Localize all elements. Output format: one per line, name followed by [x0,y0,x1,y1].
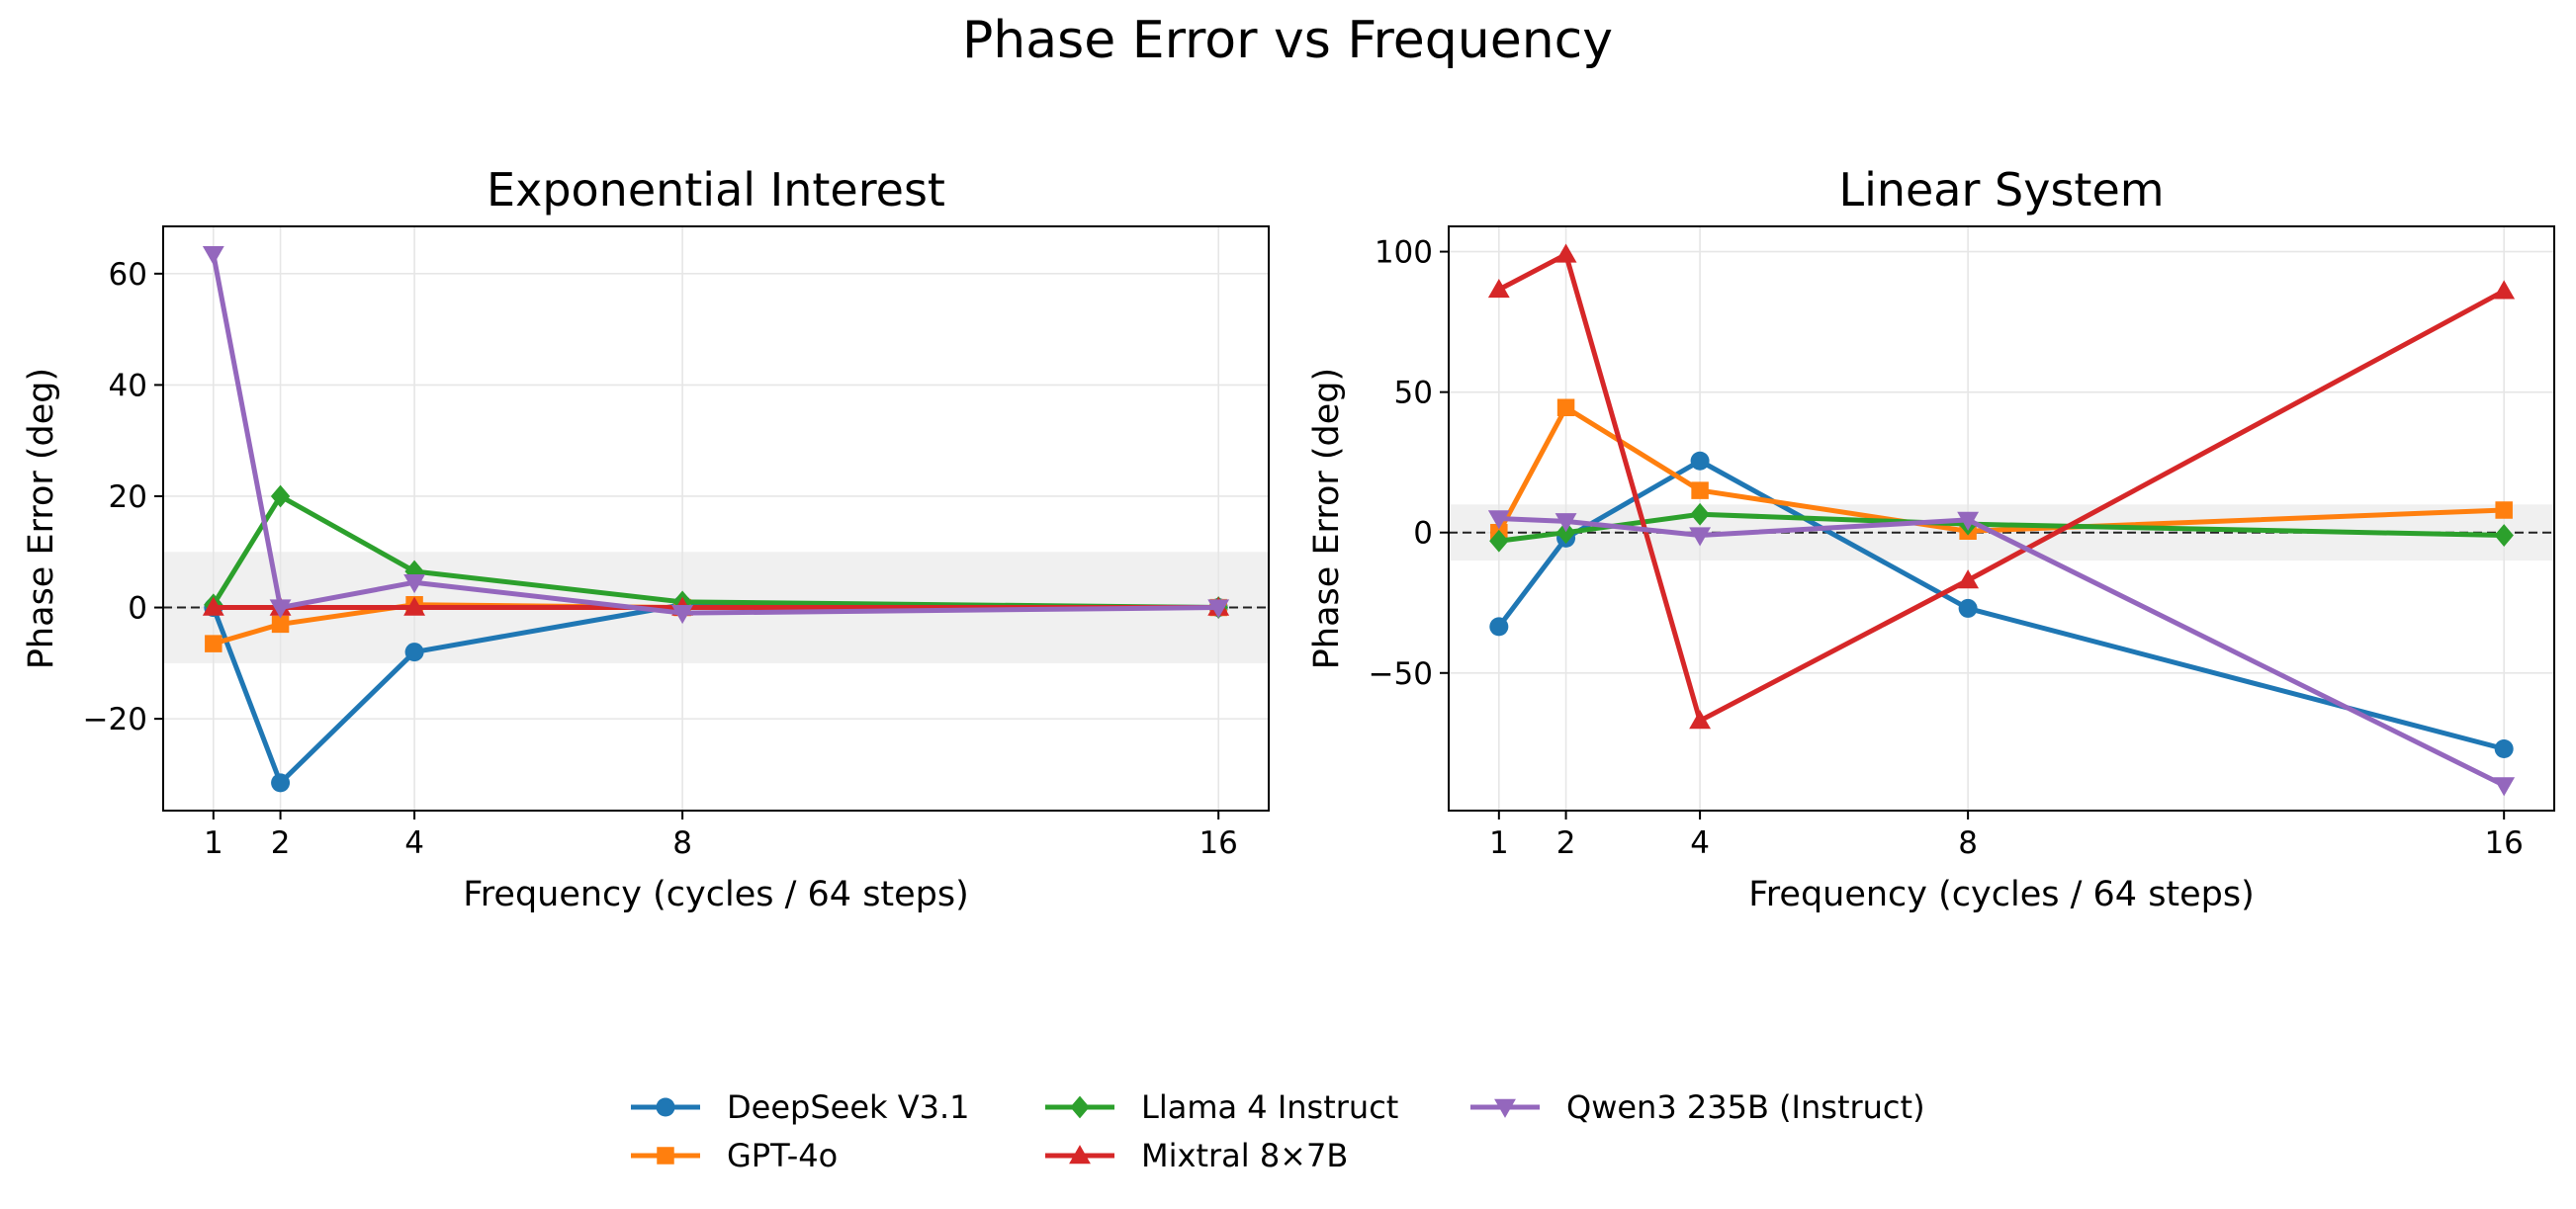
legend-label: Mixtral 8×7B [1141,1137,1348,1174]
y-axis-label: Phase Error (deg) [22,368,61,669]
data-point [202,596,224,616]
y-tick-label: 100 [1375,235,1433,271]
legend-label: Llama 4 Instruct [1141,1088,1398,1126]
series-qwen3-235b-instruct [1487,510,2516,797]
data-point [671,604,694,625]
legend-label: Qwen3 235B (Instruct) [1566,1088,1925,1126]
legend-marker [1070,1095,1090,1119]
x-tick-label: 4 [404,825,424,861]
plot-frame [162,225,1270,812]
x-tick-label: 8 [1958,825,1978,861]
x-tick-label: 2 [271,825,291,861]
data-point [202,245,224,266]
legend-marker [657,1147,674,1165]
x-tick-label: 16 [2484,825,2523,861]
data-point [271,615,290,634]
figure-title: Phase Error vs Frequency [962,11,1613,70]
legend-marker [1069,1145,1091,1165]
data-point [403,596,426,616]
data-point [1556,398,1575,417]
data-point [269,599,292,619]
data-point [2493,280,2516,300]
chart-1: 1 2 4 8 16 −20 0 20 40 60 Exponential Interest Freq… [22,163,1270,914]
chart-title: Exponential Interest [487,163,945,216]
series-qwen3-235b-instruct [202,245,1230,625]
legend-label: DeepSeek V3.1 [727,1088,970,1126]
data-point [404,643,424,662]
legend-item-mixtral-8-7b: Mixtral 8×7B [1045,1137,1348,1174]
series-line [1496,458,2507,751]
data-point [403,574,426,594]
legend-item-llama-4-instruct: Llama 4 Instruct [1045,1088,1398,1126]
x-tick-label: 1 [204,825,223,861]
chart-title: Linear System [1838,163,2164,216]
data-point [2494,524,2514,547]
y-tick-label: −20 [83,702,147,737]
legend-marker [656,1097,675,1117]
data-point [1487,279,1510,299]
data-point [271,773,291,793]
x-tick-label: 16 [1199,825,1237,861]
y-tick-label: 60 [109,257,147,293]
y-tick-label: −50 [1369,656,1433,692]
chart-2: 1 2 4 8 16 −50 0 50 100 Linear System Frequency (c… [1307,163,2555,914]
y-tick-label: 20 [109,479,147,515]
data-point [1691,481,1709,499]
data-point [2493,777,2516,797]
data-point [205,635,222,652]
legend-marker [1494,1098,1516,1118]
data-point [2495,501,2513,519]
legend-item-gpt-4o: GPT-4o [631,1137,838,1174]
data-point [1689,710,1712,730]
plot-frame [1448,225,2555,812]
x-tick-label: 4 [1690,825,1710,861]
legend-item-qwen3-235b-instruct: Qwen3 235B (Instruct) [1470,1088,1925,1126]
legend: DeepSeek V3.1 GPT-4o Llama 4 Instruct Mixtr… [631,1088,1925,1174]
data-point [1689,527,1712,547]
series-mixtral-8-7b [1487,243,2516,730]
data-point [1555,521,1576,545]
x-axis-label: Frequency (cycles / 64 steps) [1748,875,2255,914]
x-tick-label: 2 [1556,825,1576,861]
data-point [1958,598,1978,618]
x-axis-label: Frequency (cycles / 64 steps) [463,875,969,914]
data-point [1690,502,1710,526]
data-point [1207,599,1230,619]
data-point [1554,513,1577,533]
y-tick-label: 0 [1413,516,1433,552]
y-tick-label: 40 [109,368,147,403]
y-axis-label: Phase Error (deg) [1307,368,1347,669]
data-point [1487,510,1510,530]
legend-item-deepseek-v3-1: DeepSeek V3.1 [631,1088,970,1126]
x-tick-label: 8 [672,825,692,861]
data-point [2494,738,2514,758]
x-tick-label: 1 [1489,825,1509,861]
data-point [1489,529,1509,553]
data-point [1957,511,1980,531]
data-point [1489,617,1509,637]
y-tick-label: 0 [128,591,147,627]
y-tick-label: 50 [1394,376,1433,411]
legend-label: GPT-4o [727,1137,838,1174]
data-point [1554,243,1577,263]
data-point [1957,569,1980,589]
data-point [1690,451,1710,471]
data-point [270,484,291,508]
